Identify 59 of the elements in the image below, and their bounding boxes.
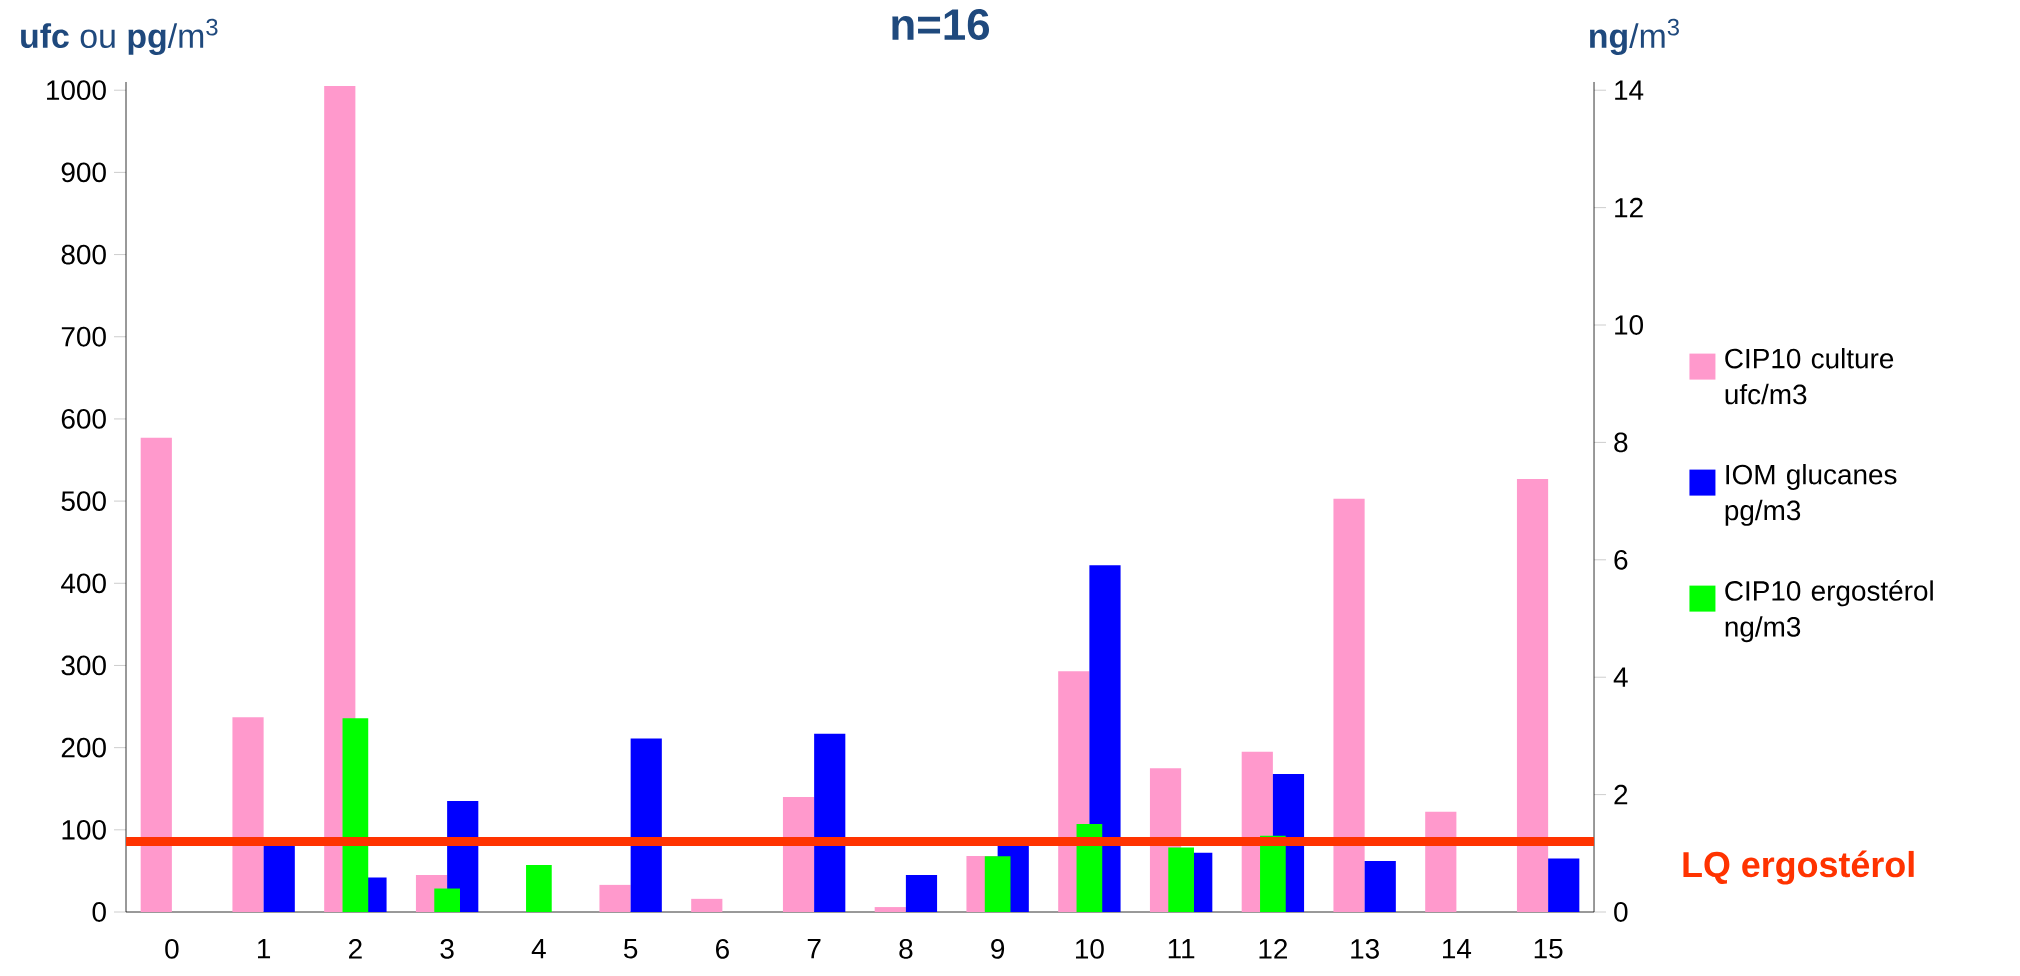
y2-tick-label: 2 <box>1614 784 1628 805</box>
y-tick-label: 300 <box>61 655 106 676</box>
x-tick-label: 2 <box>349 939 362 959</box>
y-axis-title: ufc ou pg/m$^{3}$ <box>21 18 218 55</box>
x-tick-label: 7 <box>807 939 821 959</box>
y2-tick-label: 8 <box>1614 432 1628 453</box>
x-tick-label: 8 <box>899 939 913 959</box>
y2-tick-label: 14 <box>1615 80 1644 100</box>
y-tick-label: 900 <box>61 162 106 183</box>
bar <box>814 733 846 912</box>
legend-label: CIP10 ergostérol ng/m3 <box>1725 579 1933 643</box>
bar <box>526 865 552 912</box>
x-tick-label: 12 <box>1259 939 1288 959</box>
x-tick-label: 5 <box>624 939 638 959</box>
y-tick-label: 200 <box>61 737 106 758</box>
ref-line-label: LQ ergostérol <box>1683 850 1914 885</box>
bar <box>782 796 815 912</box>
bar <box>263 844 295 912</box>
y-tick-label: 700 <box>61 326 106 347</box>
y2-tick-label: 6 <box>1614 549 1628 570</box>
y-tick-label: 1000 <box>47 80 106 101</box>
bar <box>905 875 938 912</box>
x-tick-label: 3 <box>440 939 454 959</box>
bar <box>874 907 906 912</box>
y-tick-label: 800 <box>61 244 106 265</box>
bar <box>691 898 723 912</box>
bar <box>1425 811 1457 912</box>
legend-label: IOM glucanes pg/m3 <box>1725 464 1897 526</box>
y-tick-label: 0 <box>92 902 106 922</box>
bar <box>1333 498 1365 912</box>
y2-tick-label: 10 <box>1615 315 1643 335</box>
y2-tick-label: 0 <box>1614 902 1628 922</box>
y2-axis-title: ng/m$^{3}$ <box>1590 18 1679 55</box>
bar <box>630 738 662 912</box>
bar <box>1548 858 1580 912</box>
y-tick-label: 100 <box>62 819 106 840</box>
y-tick-label: 500 <box>61 491 106 511</box>
x-tick-label: 1 <box>257 939 271 959</box>
x-tick-label: 10 <box>1075 939 1104 959</box>
x-tick-label: 11 <box>1168 939 1195 959</box>
x-tick-label: 14 <box>1443 939 1472 959</box>
chart-title: n=16 <box>892 9 990 41</box>
bar <box>1516 478 1549 912</box>
y2-tick-label: 4 <box>1613 667 1628 687</box>
bar <box>140 437 172 912</box>
x-tick-label: 15 <box>1534 939 1563 959</box>
x-tick-label: 9 <box>991 939 1005 959</box>
bar <box>599 884 631 912</box>
bar <box>1364 861 1396 912</box>
y-tick-label: 400 <box>61 573 106 594</box>
legend-label: CIP10 culture ufc/m3 <box>1725 348 1894 405</box>
bar <box>232 717 264 912</box>
y-tick-label: 600 <box>61 409 106 429</box>
y2-tick-label: 12 <box>1615 197 1643 218</box>
x-tick-label: 6 <box>716 939 729 959</box>
x-tick-label: 0 <box>165 939 179 959</box>
bar <box>342 718 369 912</box>
x-tick-label: 13 <box>1351 939 1379 959</box>
x-tick-label: 4 <box>531 939 546 959</box>
